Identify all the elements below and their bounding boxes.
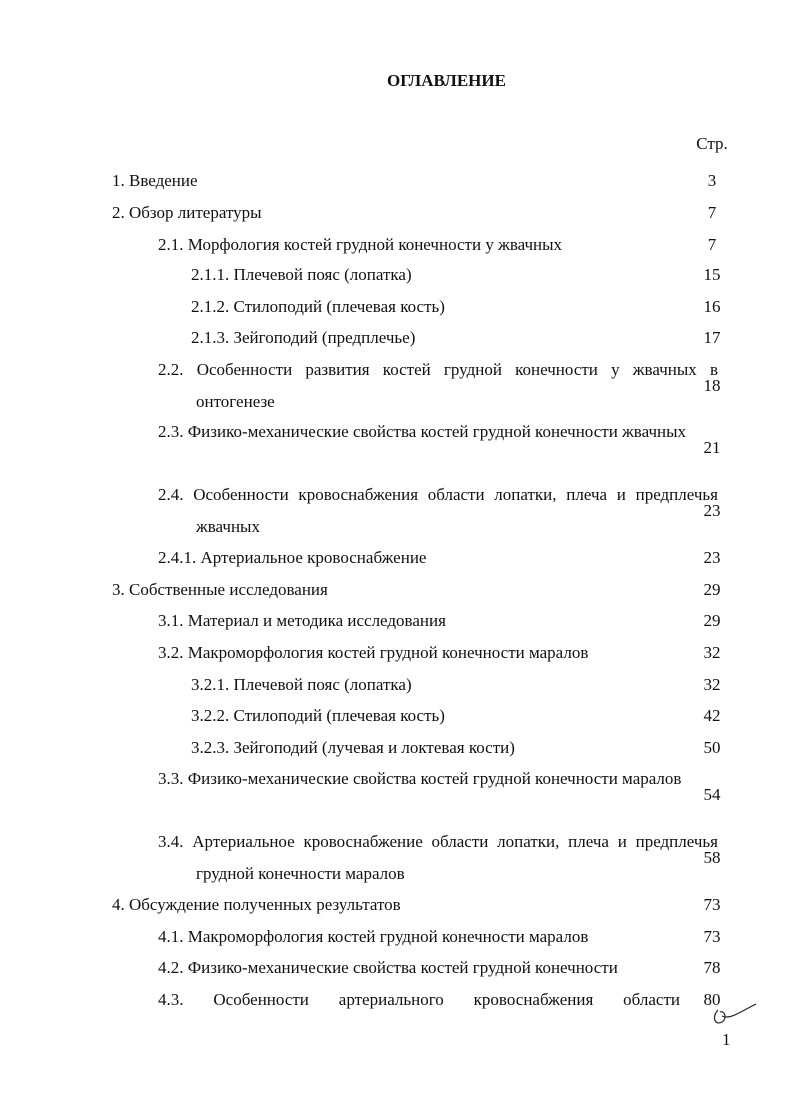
toc-entry-title: 3.2.1. Плечевой пояс (лопатка) (191, 675, 412, 694)
page-column-header: Стр. (696, 134, 728, 153)
toc-entry-title: 4. Обсуждение полученных результатов (112, 895, 401, 914)
toc-entry-title: 4.2. Физико-механические свойства костей… (158, 958, 618, 977)
toc-entry-page: 23 (703, 501, 721, 520)
toc-entry-title: 3.2.3. Зейгоподий (лучевая и локтевая ко… (191, 738, 515, 757)
toc-entry-title: 3.1. Материал и методика исследования (158, 611, 446, 630)
toc-entry-page: 54 (703, 785, 721, 804)
toc-entry-page: 17 (703, 328, 721, 347)
toc-entry-page: 7 (707, 235, 717, 254)
toc-entry-page: 42 (703, 706, 721, 725)
toc-entry-title: 2.1.2. Стилоподий (плечевая кость) (191, 297, 445, 316)
toc-entry-title: 3.3. Физико-механические свойства костей… (158, 769, 682, 788)
toc-entry-title: 3.4. Артериальное кровоснабжение области… (158, 832, 718, 883)
toc-entry-title: 2.3. Физико-механические свойства костей… (158, 422, 687, 441)
toc-entry-title: 1. Введение (112, 171, 198, 190)
toc-entry-page: 7 (707, 203, 717, 222)
toc-entry-page: 73 (703, 927, 721, 946)
handwritten-initials-mark (713, 1003, 757, 1024)
toc-entry-title: 3.2.2. Стилоподий (плечевая кость) (191, 706, 445, 725)
toc-entry-page: 32 (703, 643, 721, 662)
toc-entry-page: 16 (703, 297, 721, 316)
toc-entry-title: 3.2. Макроморфология костей грудной коне… (158, 643, 589, 662)
toc-entry-title: 2.4.1. Артериальное кровоснабжение (158, 548, 427, 567)
toc-entry-title: 2. Обзор литературы (112, 203, 262, 222)
toc-entry-page: 78 (703, 958, 721, 977)
page-number: 1 (722, 1030, 731, 1049)
toc-entry-page: 29 (703, 611, 721, 630)
toc-entry-title: 3. Собственные исследования (112, 580, 328, 599)
toc-entry-page: 32 (703, 675, 721, 694)
toc-entry-title: 2.4. Особенности кровоснабжения области … (158, 485, 718, 536)
toc-entry-title: 4.1. Макроморфология костей грудной коне… (158, 927, 589, 946)
toc-entry-page: 15 (703, 265, 721, 284)
toc-entry-page: 50 (703, 738, 721, 757)
toc-entry-page: 23 (703, 548, 721, 567)
toc-entry-page: 80 (703, 990, 721, 1009)
toc-entry-title: 2.2. Особенности развития костей грудной… (158, 360, 718, 411)
toc-entry-title: 2.1.1. Плечевой пояс (лопатка) (191, 265, 412, 284)
toc-entry-page: 3 (707, 171, 717, 190)
toc-entry-title: 2.1.3. Зейгоподий (предплечье) (191, 328, 416, 347)
toc-entry-page: 58 (703, 848, 721, 867)
toc-entry-page: 73 (703, 895, 721, 914)
toc-entry-page: 21 (703, 438, 721, 457)
toc-entry-page: 29 (703, 580, 721, 599)
toc-entry-title: 2.1. Морфология костей грудной конечност… (158, 235, 563, 254)
toc-entry-page: 18 (703, 376, 721, 395)
toc-entry-title: 4.3. Особенности артериального кровоснаб… (158, 990, 680, 1009)
page-title: ОГЛАВЛЕНИЕ (387, 71, 506, 90)
